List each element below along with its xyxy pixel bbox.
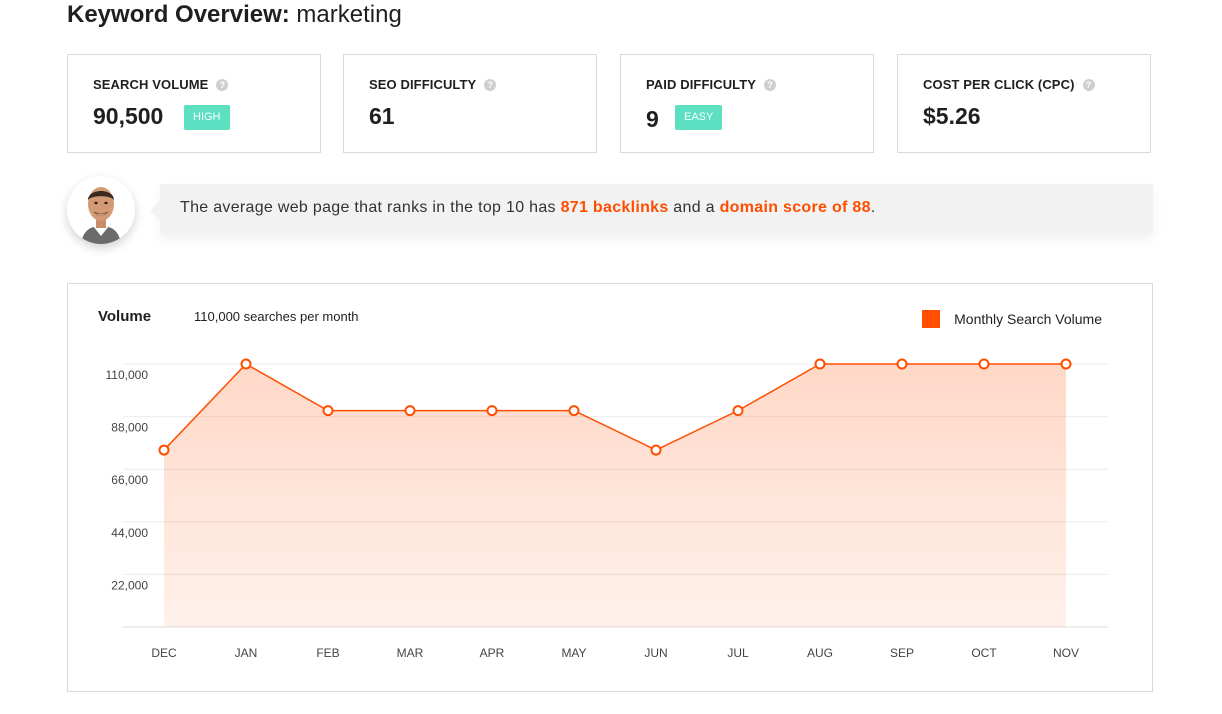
- seo-difficulty-value: 61: [369, 103, 395, 129]
- x-tick-label: AUG: [807, 646, 833, 660]
- x-tick-label: MAY: [561, 646, 586, 660]
- y-tick-label: 22,000: [111, 578, 148, 592]
- data-point: [486, 405, 498, 417]
- insight-bubble: The average web page that ranks in the t…: [150, 184, 1153, 234]
- data-point: [896, 358, 908, 370]
- chart-subtitle: 110,000 searches per month: [194, 309, 359, 324]
- search-volume-value: 90,500: [93, 103, 164, 129]
- volume-chart: Volume 110,000 searches per month Monthl…: [67, 283, 1153, 692]
- chart-title: Volume: [98, 308, 152, 325]
- search-volume-label: SEARCH VOLUME: [93, 77, 209, 92]
- series-line: [163, 363, 1066, 451]
- data-point: [158, 444, 170, 456]
- avatar: [67, 176, 135, 244]
- insight-text-before: The average web page that ranks in the t…: [180, 199, 561, 216]
- y-tick-label: 110,000: [106, 368, 149, 382]
- legend-swatch: [922, 310, 941, 328]
- cpc-card: COST PER CLICK (CPC)? $5.26: [897, 54, 1151, 153]
- x-tick-label: JUN: [644, 646, 667, 660]
- chart-legend[interactable]: Monthly Search Volume: [922, 310, 1102, 328]
- paid-difficulty-badge: EASY: [675, 105, 723, 130]
- seo-difficulty-card: SEO DIFFICULTY? 61: [343, 54, 597, 153]
- x-tick-label: FEB: [316, 646, 339, 660]
- search-volume-label-row: SEARCH VOLUME?: [93, 77, 229, 92]
- data-point: [322, 405, 334, 417]
- series-area: [164, 364, 1066, 627]
- paid-difficulty-label-row: PAID DIFFICULTY?: [646, 77, 777, 92]
- help-icon[interactable]: ?: [484, 79, 497, 91]
- y-tick-label: 88,000: [111, 421, 148, 435]
- page-title-keyword: marketing: [296, 1, 402, 28]
- help-icon[interactable]: ?: [216, 79, 229, 91]
- insight-text: The average web page that ranks in the t…: [180, 199, 876, 217]
- x-tick-label: JAN: [235, 646, 258, 660]
- x-tick-label: OCT: [971, 646, 997, 660]
- y-tick-label: 66,000: [111, 473, 148, 487]
- data-point: [814, 358, 826, 370]
- paid-difficulty-card: PAID DIFFICULTY? 9 EASY: [620, 54, 874, 153]
- help-icon[interactable]: ?: [1082, 79, 1095, 91]
- avatar-portrait-icon: [67, 176, 135, 244]
- y-tick-label: 44,000: [111, 526, 148, 540]
- volume-level-badge: HIGH: [184, 105, 230, 130]
- data-point: [240, 358, 252, 370]
- cpc-label: COST PER CLICK (CPC): [923, 77, 1075, 92]
- data-point: [650, 444, 662, 456]
- insight-text-middle: and a: [668, 199, 720, 216]
- insight-banner: The average web page that ranks in the t…: [67, 176, 1153, 246]
- cpc-value: $5.26: [923, 103, 981, 129]
- x-tick-label: SEP: [890, 646, 914, 660]
- page-title-label: Keyword Overview:: [67, 1, 290, 28]
- x-tick-label: NOV: [1053, 646, 1079, 660]
- x-tick-label: DEC: [151, 646, 177, 660]
- data-point: [404, 405, 416, 417]
- domain-score-highlight: domain score of 88: [719, 199, 871, 216]
- paid-difficulty-value: 9: [646, 106, 659, 132]
- data-point: [732, 405, 744, 417]
- data-point: [1060, 358, 1072, 370]
- legend-label: Monthly Search Volume: [954, 311, 1102, 327]
- x-tick-label: MAR: [397, 646, 424, 660]
- help-icon[interactable]: ?: [764, 79, 777, 91]
- search-volume-card: SEARCH VOLUME? 90,500 HIGH: [67, 54, 321, 153]
- x-tick-label: JUL: [727, 646, 749, 660]
- cpc-label-row: COST PER CLICK (CPC)?: [923, 77, 1095, 92]
- x-tick-label: APR: [480, 646, 505, 660]
- insight-text-after: .: [870, 199, 876, 216]
- paid-difficulty-label: PAID DIFFICULTY: [646, 77, 757, 92]
- backlinks-highlight: 871 backlinks: [560, 199, 669, 216]
- chart-plot: 22,000 44,000 66,000 88,000 110,000 DEC JAN FEB…: [106, 358, 1108, 660]
- seo-difficulty-label-row: SEO DIFFICULTY?: [369, 77, 497, 92]
- page-title: Keyword Overview: marketing: [67, 0, 402, 30]
- data-point: [978, 358, 990, 370]
- data-point: [568, 405, 580, 417]
- seo-difficulty-label: SEO DIFFICULTY: [369, 77, 477, 92]
- metric-cards: SEARCH VOLUME? 90,500 HIGH SEO DIFFICULT…: [67, 54, 1153, 155]
